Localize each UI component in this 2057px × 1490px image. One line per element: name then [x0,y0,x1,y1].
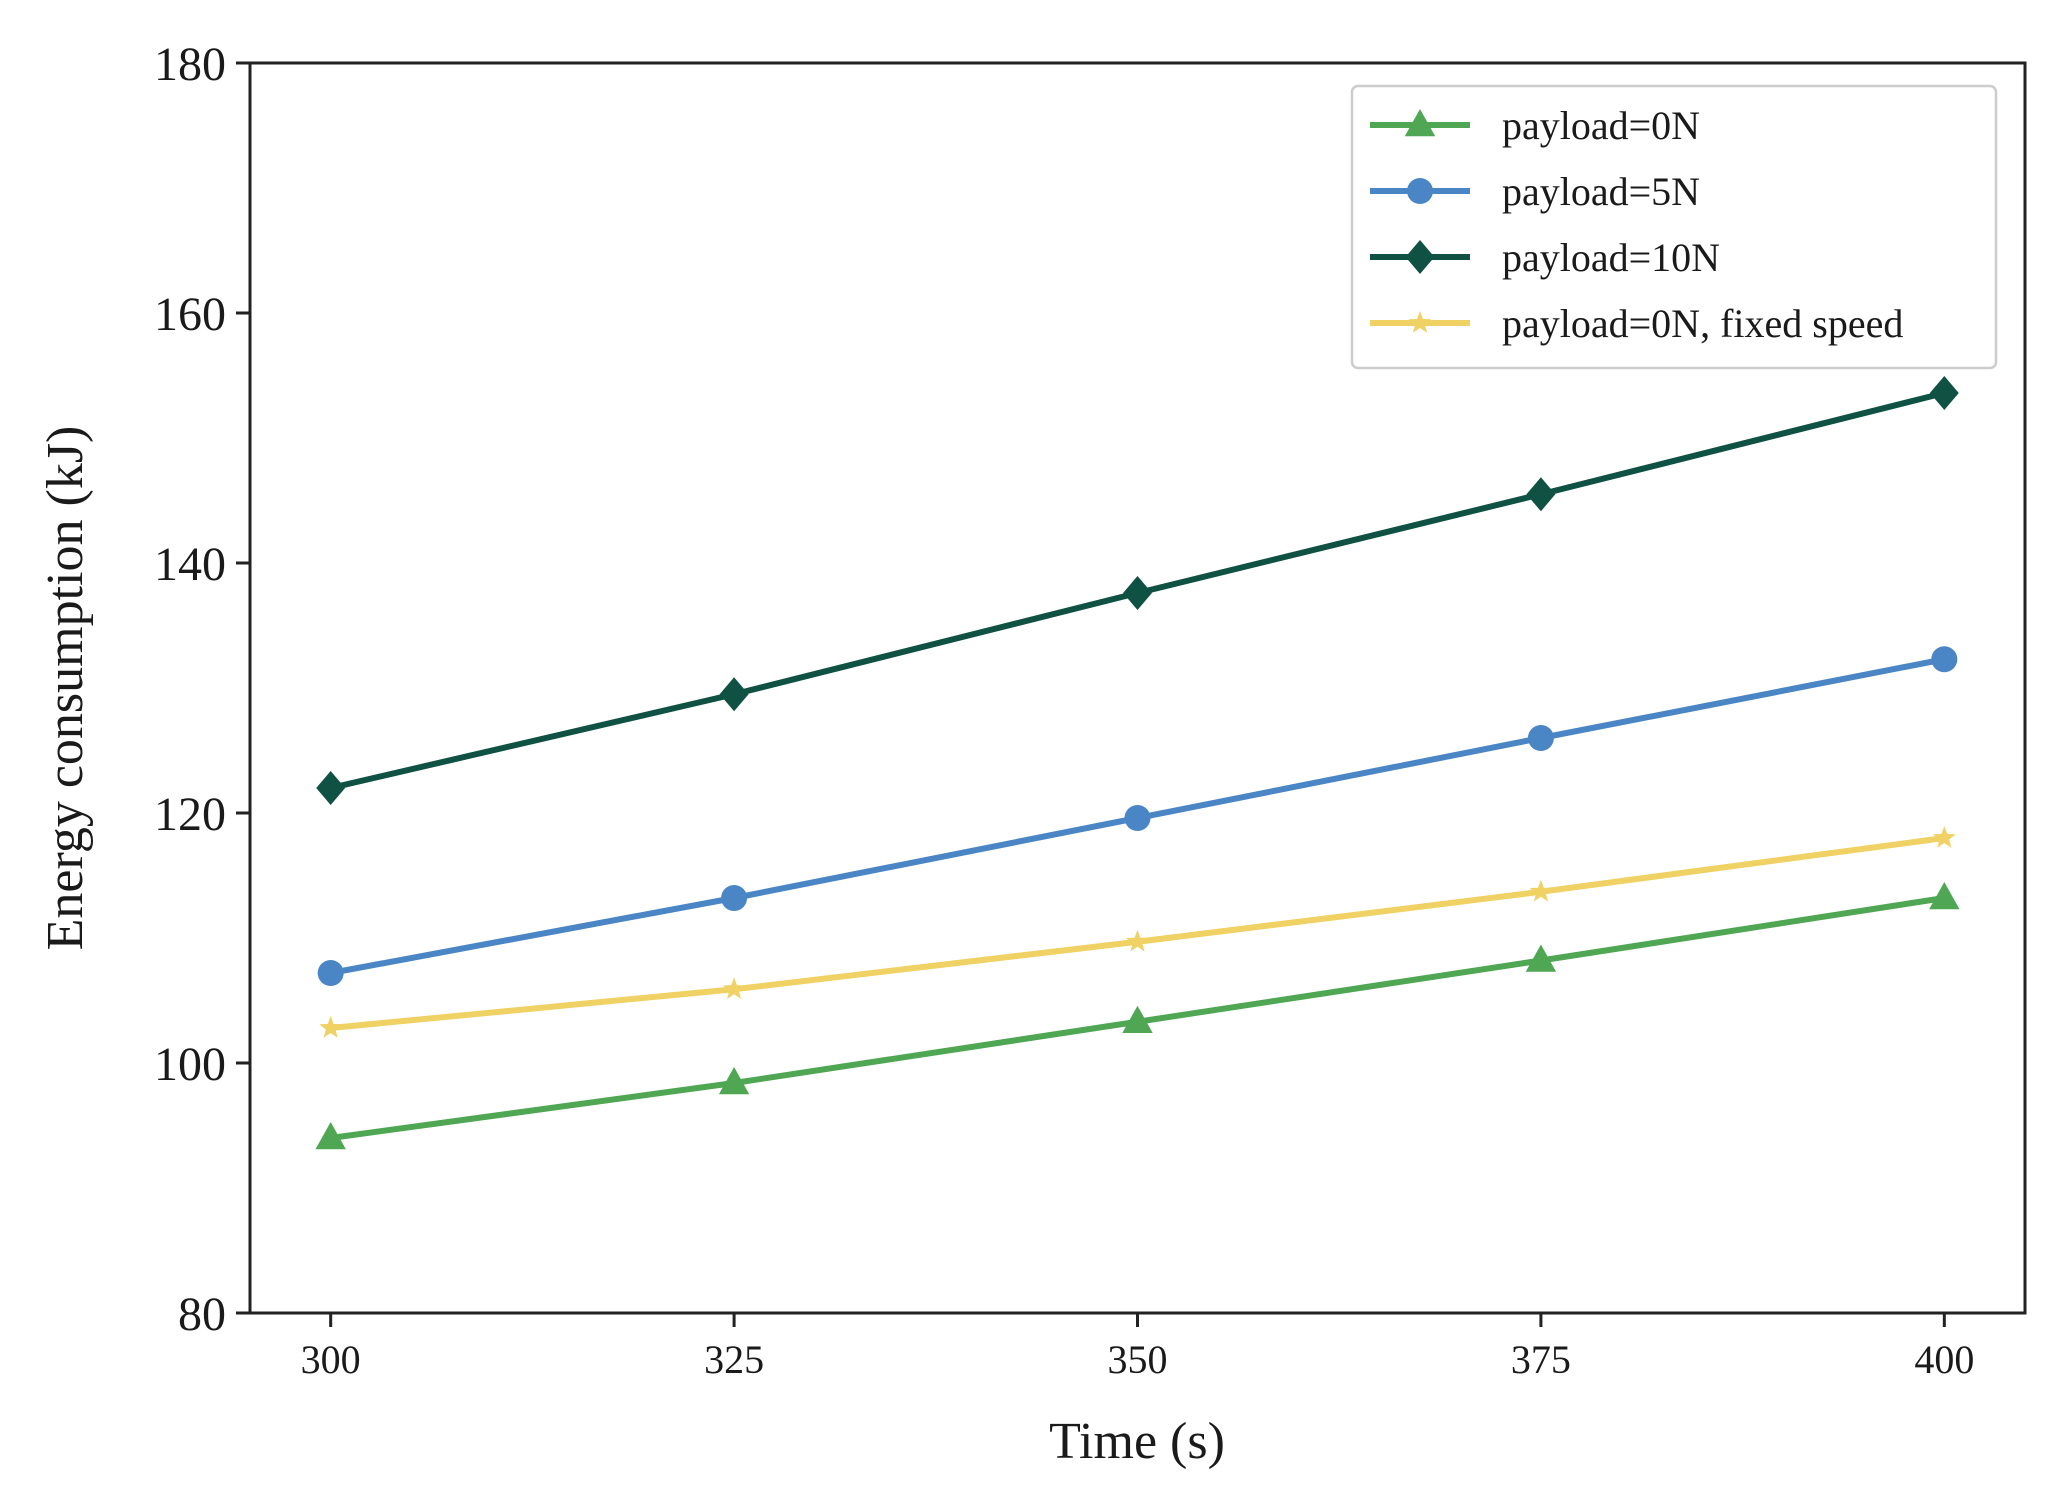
y-tick-label: 80 [178,1288,226,1341]
legend-marker [1404,109,1436,137]
data-point [319,1016,343,1038]
data-point [1529,879,1553,902]
legend-item: payload=0N, fixed speed [1370,301,1903,346]
data-point [722,977,746,999]
data-point [1124,805,1151,831]
y-tick-label: 140 [154,538,226,591]
x-axis-label: Time (s) [1049,1413,1225,1470]
data-point [1123,576,1152,610]
y-axis: 80 100 120 140 160 180 [154,38,250,1341]
y-tick-label: 180 [154,38,226,91]
legend-marker [1405,240,1435,274]
data-point [1929,882,1960,910]
legend-label: payload=0N [1502,103,1700,148]
data-point [718,1067,750,1095]
y-tick-label: 160 [154,288,226,341]
data-point [317,960,344,986]
legend-marker [1408,311,1432,333]
x-tick-label: 325 [704,1337,764,1382]
legend-item: payload=5N [1370,169,1700,214]
y-tick-label: 100 [154,1038,226,1091]
legend-label: payload=5N [1502,169,1700,214]
legend-marker [1407,178,1433,204]
data-point [1526,477,1556,512]
x-tick-label: 350 [1108,1337,1168,1382]
data-point [1525,944,1557,972]
legend-item: payload=10N [1370,235,1720,280]
legend-label: payload=10N [1502,235,1720,280]
series-layer [315,376,1960,1150]
data-point [721,885,748,911]
legend-label: payload=0N, fixed speed [1502,301,1903,346]
data-point [316,771,346,805]
x-axis: 300 325 350 375 400 [301,1313,1974,1382]
data-point [1931,646,1958,673]
data-point [1929,376,1959,410]
series-2 [316,376,1959,805]
data-point [1527,725,1554,751]
data-point [315,1122,346,1150]
legend-box [1350,84,1998,370]
data-point [1122,1005,1153,1033]
series-1 [317,646,1958,986]
legend-item: payload=0N [1370,103,1700,148]
data-point [1126,929,1149,952]
y-tick-label: 120 [154,788,226,841]
data-point [719,677,749,712]
series-0 [315,882,1960,1150]
y-axis-label: Energy consumption (kJ) [37,426,94,951]
series-3 [319,826,1956,1038]
data-point [1932,826,1956,848]
x-tick-label: 300 [301,1337,361,1382]
x-tick-label: 400 [1914,1337,1974,1382]
x-tick-label: 375 [1511,1337,1571,1382]
legend: payload=0N payload=5N payload=10N payload=0… [1350,84,1998,370]
